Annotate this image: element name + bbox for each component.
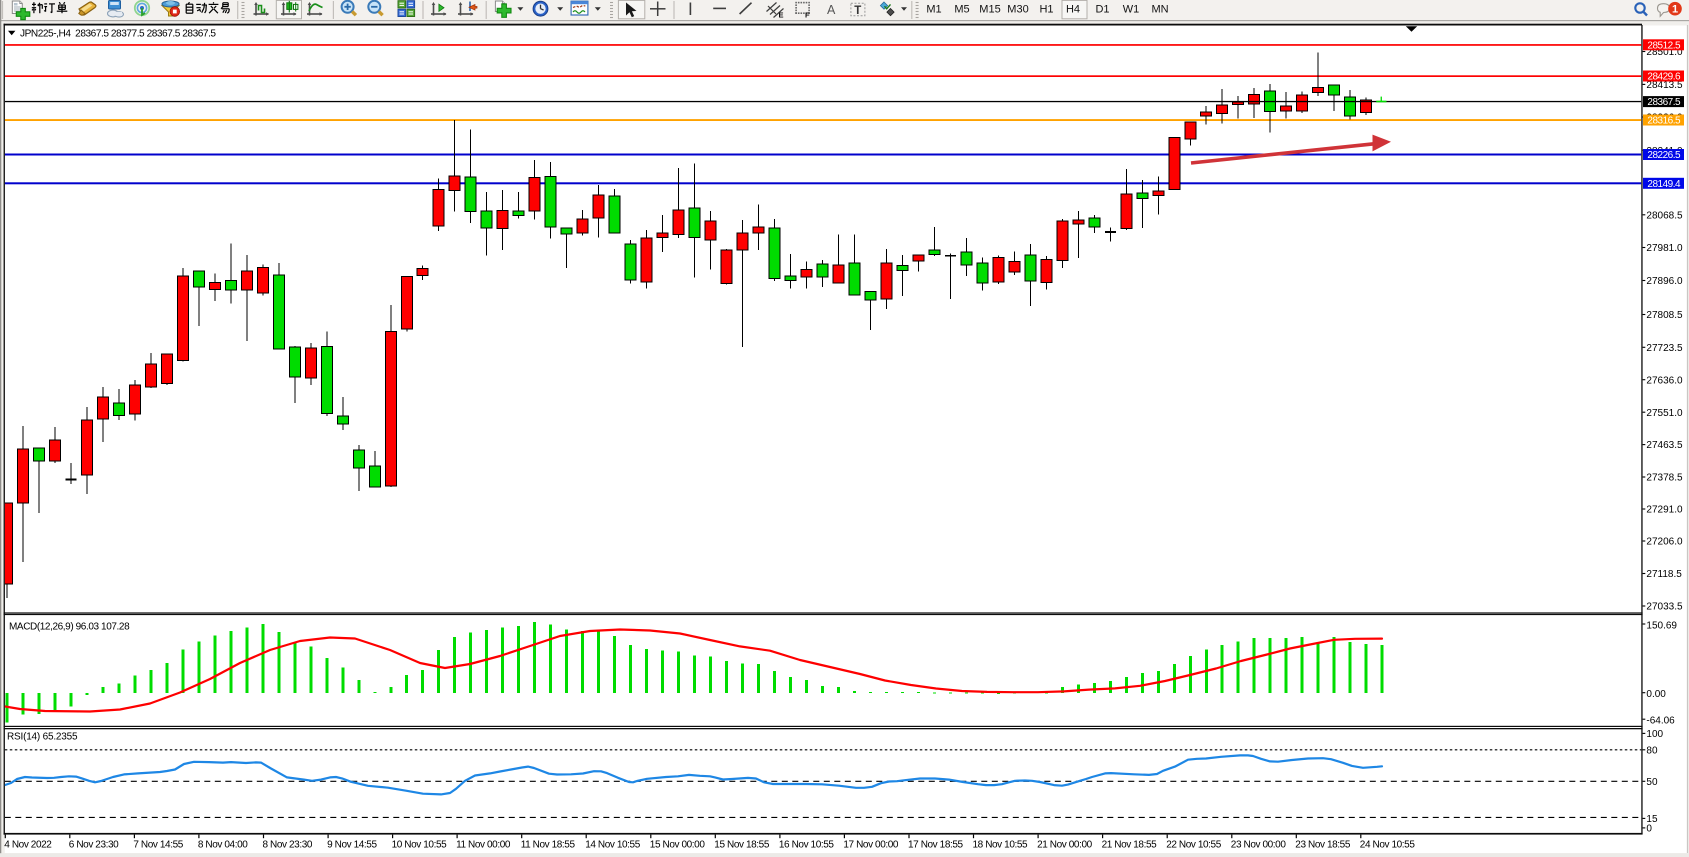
svg-text:50: 50 bbox=[1646, 777, 1658, 788]
svg-text:28149.4: 28149.4 bbox=[1647, 179, 1681, 190]
svg-text:11 Nov 00:00: 11 Nov 00:00 bbox=[456, 839, 511, 850]
svg-text:D1: D1 bbox=[1095, 4, 1109, 16]
svg-text:27206.0: 27206.0 bbox=[1646, 537, 1683, 548]
svg-text:22 Nov 10:55: 22 Nov 10:55 bbox=[1166, 839, 1222, 850]
svg-text:0.00: 0.00 bbox=[1646, 689, 1666, 700]
svg-text:15: 15 bbox=[1646, 814, 1658, 825]
svg-text:6 Nov 23:30: 6 Nov 23:30 bbox=[69, 839, 119, 850]
svg-text:9 Nov 14:55: 9 Nov 14:55 bbox=[327, 839, 377, 850]
svg-text:17 Nov 18:55: 17 Nov 18:55 bbox=[908, 839, 964, 850]
svg-text:15 Nov 00:00: 15 Nov 00:00 bbox=[650, 839, 706, 850]
svg-text:M1: M1 bbox=[926, 4, 941, 16]
svg-text:27291.0: 27291.0 bbox=[1646, 505, 1683, 516]
svg-text:F: F bbox=[805, 11, 810, 20]
svg-text:27118.5: 27118.5 bbox=[1646, 569, 1682, 580]
svg-text:M15: M15 bbox=[979, 4, 1000, 16]
svg-text:80: 80 bbox=[1646, 745, 1658, 756]
svg-text:18 Nov 10:55: 18 Nov 10:55 bbox=[973, 839, 1029, 850]
svg-text:17 Nov 00:00: 17 Nov 00:00 bbox=[843, 839, 899, 850]
svg-text:A: A bbox=[827, 3, 836, 17]
svg-text:JPN225-,H4 28367.5 28377.5 28: JPN225-,H4 28367.5 28377.5 28367.5 28367… bbox=[20, 28, 216, 39]
svg-text:H1: H1 bbox=[1039, 4, 1053, 16]
svg-text:28512.5: 28512.5 bbox=[1647, 40, 1681, 51]
svg-text:21 Nov 18:55: 21 Nov 18:55 bbox=[1102, 839, 1158, 850]
svg-text:28068.5: 28068.5 bbox=[1646, 210, 1683, 221]
svg-text:15 Nov 18:55: 15 Nov 18:55 bbox=[714, 839, 770, 850]
svg-text:27896.0: 27896.0 bbox=[1646, 276, 1683, 287]
svg-text:RSI(14) 65.2355: RSI(14) 65.2355 bbox=[7, 731, 78, 742]
svg-text:28367.5: 28367.5 bbox=[1647, 97, 1681, 108]
svg-text:28429.6: 28429.6 bbox=[1647, 72, 1681, 83]
svg-text:27378.5: 27378.5 bbox=[1646, 473, 1683, 484]
svg-text:1: 1 bbox=[1672, 3, 1678, 15]
svg-text:-64.06: -64.06 bbox=[1646, 716, 1675, 727]
svg-text:27636.0: 27636.0 bbox=[1646, 375, 1683, 386]
svg-text:27033.5: 27033.5 bbox=[1646, 602, 1683, 613]
svg-text:14 Nov 10:55: 14 Nov 10:55 bbox=[585, 839, 641, 850]
svg-text:0: 0 bbox=[1646, 824, 1652, 835]
svg-text:W1: W1 bbox=[1123, 4, 1140, 16]
svg-text:23 Nov 00:00: 23 Nov 00:00 bbox=[1231, 839, 1287, 850]
svg-text:21 Nov 00:00: 21 Nov 00:00 bbox=[1037, 839, 1093, 850]
svg-text:27981.0: 27981.0 bbox=[1646, 243, 1683, 254]
svg-text:150.69: 150.69 bbox=[1646, 620, 1677, 631]
svg-text:28501.0: 28501.0 bbox=[1646, 47, 1683, 58]
svg-text:27551.0: 27551.0 bbox=[1646, 408, 1683, 419]
svg-text:E: E bbox=[779, 11, 784, 20]
svg-text:11 Nov 18:55: 11 Nov 18:55 bbox=[521, 839, 576, 850]
svg-text:M30: M30 bbox=[1007, 4, 1028, 16]
svg-text:7 Nov 14:55: 7 Nov 14:55 bbox=[133, 839, 183, 850]
svg-text:28413.5: 28413.5 bbox=[1646, 80, 1683, 91]
svg-text:27723.5: 27723.5 bbox=[1646, 343, 1683, 354]
svg-text:T: T bbox=[854, 5, 861, 17]
svg-text:16 Nov 10:55: 16 Nov 10:55 bbox=[779, 839, 835, 850]
svg-text:27463.5: 27463.5 bbox=[1646, 440, 1683, 451]
svg-text:H4: H4 bbox=[1066, 4, 1080, 16]
svg-text:100: 100 bbox=[1646, 729, 1663, 740]
svg-text:MN: MN bbox=[1151, 4, 1168, 16]
svg-text:M5: M5 bbox=[954, 4, 969, 16]
svg-text:27808.5: 27808.5 bbox=[1646, 310, 1683, 321]
svg-text:24 Nov 10:55: 24 Nov 10:55 bbox=[1360, 839, 1416, 850]
svg-text:10 Nov 10:55: 10 Nov 10:55 bbox=[392, 839, 448, 850]
svg-text:28226.5: 28226.5 bbox=[1647, 150, 1681, 161]
svg-text:8 Nov 23:30: 8 Nov 23:30 bbox=[263, 839, 313, 850]
svg-text:4 Nov 2022: 4 Nov 2022 bbox=[4, 839, 52, 850]
svg-text:8 Nov 04:00: 8 Nov 04:00 bbox=[198, 839, 248, 850]
svg-text:28316.5: 28316.5 bbox=[1647, 116, 1681, 127]
svg-text:MACD(12,26,9) 96.03 107.28: MACD(12,26,9) 96.03 107.28 bbox=[9, 622, 130, 633]
svg-text:23 Nov 18:55: 23 Nov 18:55 bbox=[1295, 839, 1351, 850]
